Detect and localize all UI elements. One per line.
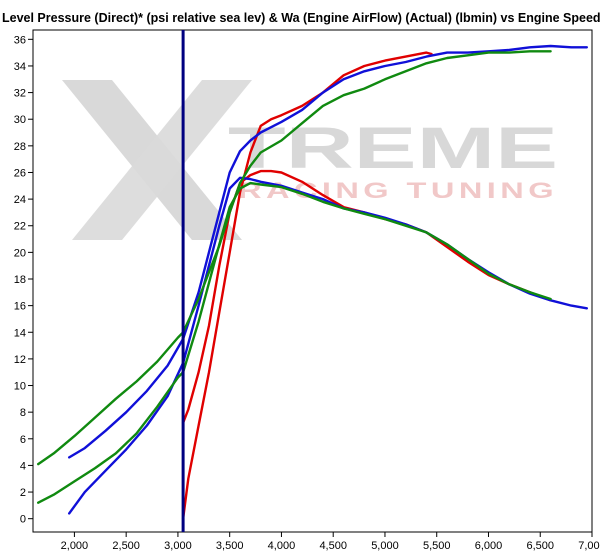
series-layer xyxy=(37,44,588,520)
y-tick-label-6: 6 xyxy=(20,434,26,446)
y-tick-label-34: 34 xyxy=(14,61,26,73)
x-tick-label-2000: 2,000 xyxy=(61,540,89,552)
chart-title: Level Pressure (Direct)* (psi relative s… xyxy=(2,11,600,25)
y-tick-label-14: 14 xyxy=(14,327,26,339)
x-tick-label-5500: 5,500 xyxy=(423,540,451,552)
series-line-red-1 xyxy=(181,51,433,520)
x-tick-label-6500: 6,500 xyxy=(526,540,554,552)
x-tick-label-6000: 6,000 xyxy=(475,540,503,552)
y-tick-label-20: 20 xyxy=(14,247,26,259)
y-tick-label-28: 28 xyxy=(14,141,26,153)
y-tick-label-16: 16 xyxy=(14,301,26,313)
x-tick-label-4000: 4,000 xyxy=(268,540,296,552)
x-tick-label-3000: 3,000 xyxy=(164,540,192,552)
x-tick-label-7000: 7,000 xyxy=(578,540,600,552)
x-tick-label-3500: 3,500 xyxy=(216,540,244,552)
y-tick-label-8: 8 xyxy=(20,407,26,419)
series-line-red-2 xyxy=(181,169,552,424)
y-tick-label-12: 12 xyxy=(14,354,26,366)
series-line-green-5 xyxy=(37,50,552,466)
y-tick-label-2: 2 xyxy=(20,487,26,499)
y-tick-label-24: 24 xyxy=(14,194,26,206)
x-logo-mark xyxy=(62,80,252,240)
y-tick-label-26: 26 xyxy=(14,167,26,179)
series-line-blue-3 xyxy=(68,44,588,459)
y-tick-label-10: 10 xyxy=(14,381,26,393)
x-tick-label-2500: 2,500 xyxy=(112,540,140,552)
y-tick-label-4: 4 xyxy=(20,460,26,472)
y-tick-label-22: 22 xyxy=(14,221,26,233)
x-tick-label-5000: 5,000 xyxy=(371,540,399,552)
x-tick-label-4500: 4,500 xyxy=(319,540,347,552)
y-tick-label-0: 0 xyxy=(20,514,26,526)
y-tick-label-36: 36 xyxy=(14,34,26,46)
y-tick-label-32: 32 xyxy=(14,88,26,100)
y-tick-label-30: 30 xyxy=(14,114,26,126)
series-line-green-6 xyxy=(37,181,552,504)
watermark-sub-text: RACING TUNING xyxy=(238,178,558,203)
series-line-blue-4 xyxy=(68,176,588,515)
watermark-main-text: TREME xyxy=(228,116,558,181)
y-tick-label-18: 18 xyxy=(14,274,26,286)
plot-frame xyxy=(32,29,593,533)
